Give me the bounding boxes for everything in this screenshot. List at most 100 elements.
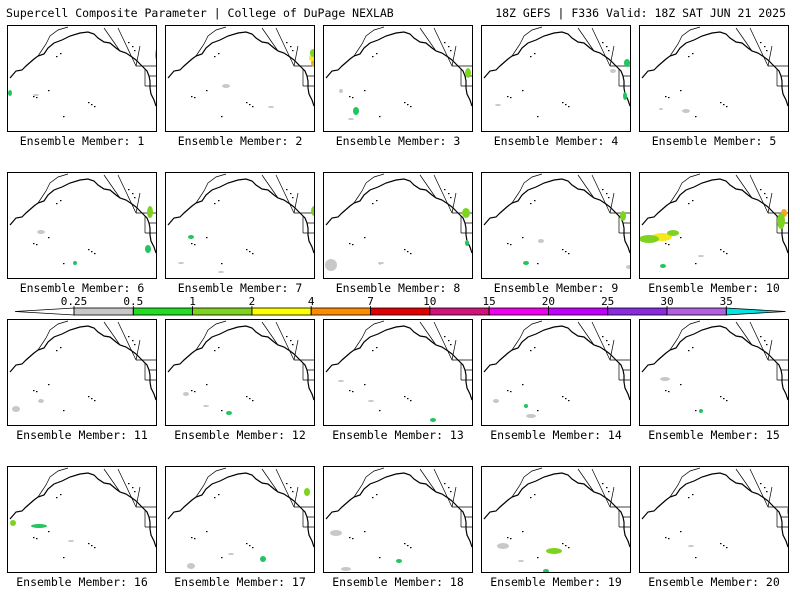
island — [94, 106, 96, 108]
island — [56, 350, 58, 352]
island — [668, 244, 670, 246]
island — [349, 390, 351, 392]
island — [376, 347, 378, 349]
coastline — [9, 325, 156, 401]
island — [760, 336, 762, 338]
island — [530, 350, 532, 352]
political-boundary — [577, 27, 615, 67]
island — [766, 197, 768, 199]
island — [537, 557, 539, 559]
island — [246, 396, 248, 398]
island — [88, 249, 90, 251]
island — [249, 398, 251, 400]
island — [444, 42, 446, 44]
scp-contour — [37, 230, 45, 234]
island — [91, 545, 93, 547]
island — [562, 543, 564, 545]
scp-contour — [640, 235, 659, 243]
political-boundary — [37, 467, 69, 498]
island — [132, 46, 134, 48]
colorbar-segment — [488, 307, 549, 316]
colorbar-tick-label: 35 — [720, 296, 733, 308]
map-outline — [483, 173, 630, 269]
island — [507, 243, 509, 245]
island — [36, 97, 38, 99]
political-boundary — [144, 510, 156, 528]
island — [407, 398, 409, 400]
map-outline — [325, 173, 472, 271]
scp-contour — [777, 213, 785, 229]
island — [565, 104, 567, 106]
scp-contour — [660, 264, 666, 268]
island — [48, 384, 50, 386]
island — [48, 90, 50, 92]
island — [221, 557, 223, 559]
island — [444, 336, 446, 338]
member-label: Ensemble Member: 3 — [335, 134, 461, 148]
island — [134, 197, 136, 199]
political-boundary — [776, 363, 788, 381]
island — [407, 251, 409, 253]
scp-contour — [623, 92, 627, 100]
scp-contour — [188, 235, 194, 239]
run-info: 18Z GEFS | F336 Valid: 18Z SAT JUN 21 20… — [495, 6, 786, 20]
coastline — [325, 472, 472, 548]
island — [534, 200, 536, 202]
island — [33, 537, 35, 539]
political-boundary — [195, 320, 227, 351]
map-outline — [167, 320, 314, 415]
island — [720, 249, 722, 251]
scp-contour — [187, 563, 195, 569]
island — [723, 104, 725, 106]
island — [448, 340, 450, 342]
island — [290, 340, 292, 342]
political-boundary — [460, 363, 472, 381]
scp-contour — [178, 262, 184, 264]
coastline — [483, 472, 630, 548]
island — [36, 538, 38, 540]
island — [510, 538, 512, 540]
scp-contour — [430, 418, 436, 422]
island — [510, 97, 512, 99]
island — [668, 97, 670, 99]
member-label: Ensemble Member: 8 — [335, 281, 461, 295]
political-boundary — [144, 69, 156, 87]
scp-contour — [155, 49, 156, 61]
scp-contour — [311, 59, 314, 67]
island — [444, 189, 446, 191]
island — [680, 531, 682, 533]
island — [33, 243, 35, 245]
island — [249, 545, 251, 547]
ensemble-member-map — [165, 25, 315, 132]
political-boundary — [302, 69, 314, 87]
colorbar-legend: 0.25 0.5 1 2 4 7 10 15 20 25 30 35 — [14, 296, 786, 316]
scp-contour — [688, 545, 694, 547]
political-boundary — [103, 27, 141, 67]
scp-contour — [31, 524, 47, 528]
island — [249, 104, 251, 106]
political-boundary — [669, 173, 701, 204]
political-boundary — [669, 320, 701, 351]
island — [376, 53, 378, 55]
ensemble-member-map — [639, 319, 789, 426]
island — [252, 253, 254, 255]
scp-contour — [183, 392, 189, 396]
island — [364, 384, 366, 386]
scp-contour — [330, 530, 342, 536]
island — [404, 249, 406, 251]
map-outline — [641, 467, 788, 559]
ensemble-member-map — [481, 319, 631, 426]
colorbar-under-arrow — [14, 307, 75, 316]
island — [720, 102, 722, 104]
island — [364, 90, 366, 92]
island — [218, 53, 220, 55]
island — [766, 491, 768, 493]
island — [60, 347, 62, 349]
member-label: Ensemble Member: 19 — [490, 575, 622, 589]
island — [352, 97, 354, 99]
scp-contour — [546, 548, 562, 554]
island — [404, 543, 406, 545]
map-outline — [483, 26, 630, 118]
scp-contour — [222, 84, 230, 88]
political-boundary — [618, 216, 630, 234]
